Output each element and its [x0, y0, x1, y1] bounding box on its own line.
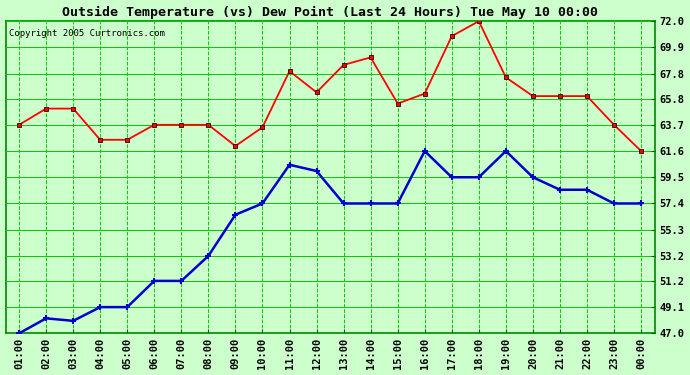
Text: Copyright 2005 Curtronics.com: Copyright 2005 Curtronics.com: [9, 29, 165, 38]
Title: Outside Temperature (vs) Dew Point (Last 24 Hours) Tue May 10 00:00: Outside Temperature (vs) Dew Point (Last…: [62, 6, 598, 19]
